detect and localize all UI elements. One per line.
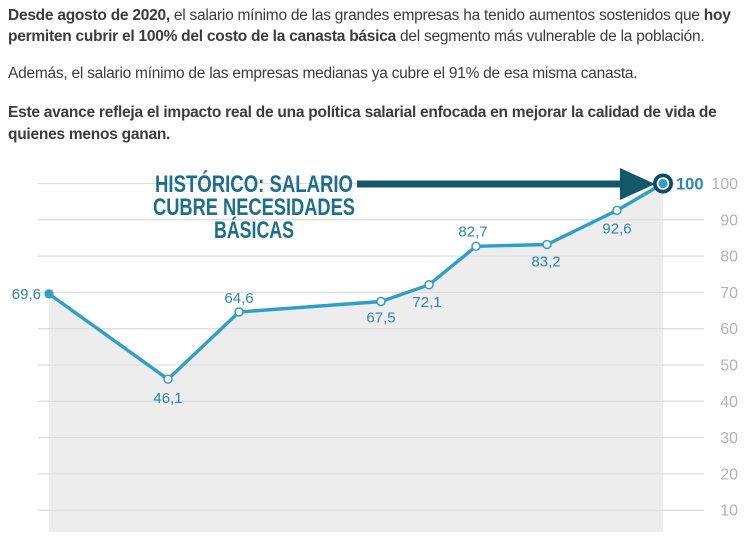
data-point-label: 69,6 [12, 286, 41, 303]
y-axis-tick-label: 40 [720, 394, 738, 411]
area-fill [49, 183, 663, 532]
y-axis-tick-label: 90 [720, 212, 738, 229]
annotation-arrow [357, 168, 655, 200]
chart-markers: 69,6 46,1 64,6 67,5 72,1 82,7 83,2 92,6 100 [12, 173, 706, 407]
y-axis-tick-label: 80 [720, 249, 738, 266]
paragraph-1-bold-lead: Desde agosto de 2020, [8, 7, 170, 24]
chart-annotation: HISTÓRICO: SALARIO CUBRE NECESIDADES BÁS… [153, 170, 355, 244]
data-point-marker-highlight[interactable] [653, 173, 673, 194]
paragraph-1-text-end: del segmento más vulnerable de la poblac… [395, 28, 705, 46]
y-axis-tick-label: 20 [720, 466, 738, 483]
data-point-marker[interactable] [44, 289, 54, 299]
paragraph-2: Además, el salario mínimo de las empresa… [8, 63, 746, 84]
data-point-label: 64,6 [224, 290, 253, 307]
paragraph-2-text: Además, el salario mínimo de las empresa… [8, 64, 638, 82]
intro-text: Desde agosto de 2020, el salario mínimo … [8, 5, 746, 160]
arrow-head-icon [620, 168, 655, 200]
annotation-line-3: BÁSICAS [214, 216, 294, 244]
data-point-label: 72,1 [412, 294, 441, 311]
data-point-label: 46,1 [153, 390, 182, 407]
data-point-label: 100 [676, 176, 704, 194]
paragraph-3-text: Este avance refleja el impacto real de u… [8, 104, 717, 143]
data-point-marker[interactable] [424, 280, 434, 290]
data-point-label: 67,5 [366, 310, 395, 327]
y-axis-tick-label: 10 [720, 503, 738, 520]
paragraph-1-text: el salario mínimo de las grandes empresa… [169, 7, 704, 24]
paragraph-1: Desde agosto de 2020, el salario mínimo … [8, 5, 746, 48]
data-point-marker[interactable] [163, 374, 173, 384]
chart-plot: 100 90 80 70 60 50 40 30 20 10 [38, 176, 738, 532]
data-point-marker[interactable] [612, 205, 622, 216]
y-axis-tick-label: 100 [711, 176, 738, 193]
y-axis-tick-label: 50 [720, 358, 738, 375]
data-point-marker[interactable] [376, 296, 386, 307]
y-axis-tick-label: 30 [720, 430, 738, 447]
y-axis-tick-label: 70 [720, 285, 738, 302]
data-point-label: 82,7 [458, 223, 487, 240]
annotation-line-2: CUBRE NECESIDADES [153, 194, 355, 221]
paragraph-1-bold-mid: hoy permiten cubrir el 100% del costo de… [8, 7, 731, 46]
y-axis-tick-label: 60 [720, 321, 738, 338]
paragraph-3: Este avance refleja el impacto real de u… [8, 102, 746, 145]
data-point-marker[interactable] [542, 239, 552, 250]
data-point-label: 92,6 [602, 220, 631, 237]
data-point-marker[interactable] [234, 307, 244, 317]
data-point-label: 83,2 [531, 254, 560, 271]
annotation-line-1: HISTÓRICO: SALARIO [155, 170, 353, 198]
data-point-marker[interactable] [471, 241, 481, 252]
